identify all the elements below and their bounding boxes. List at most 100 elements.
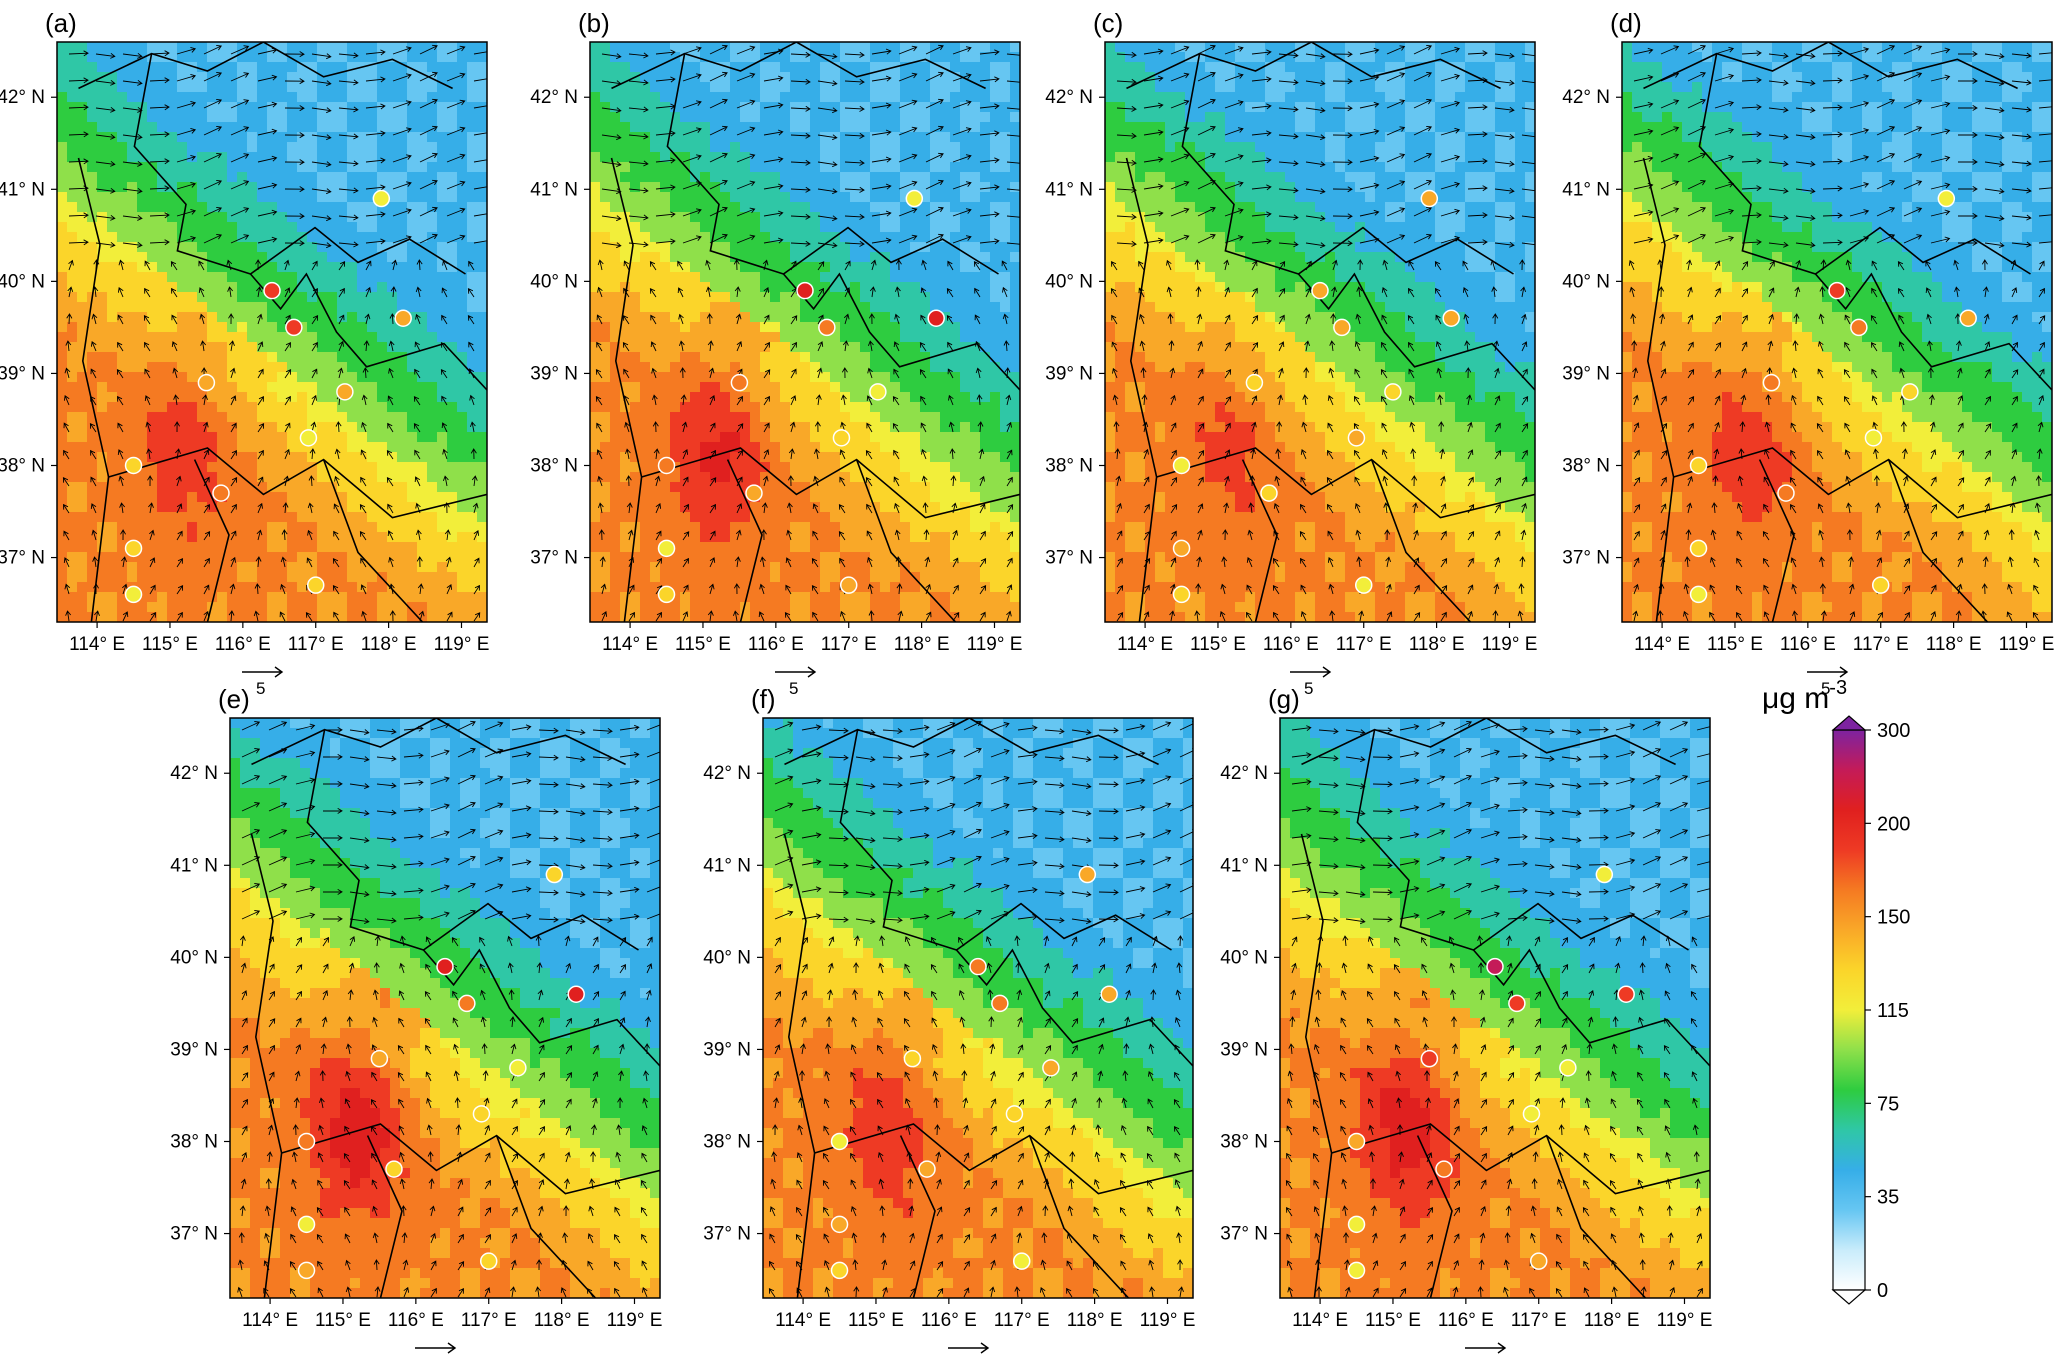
wind-vector (257, 476, 264, 487)
field-cell (740, 502, 751, 513)
field-cell (237, 242, 248, 253)
field-cell (630, 342, 641, 353)
field-cell (77, 52, 88, 63)
field-cell (57, 472, 68, 483)
wind-vector (468, 260, 475, 271)
field-cell (860, 282, 871, 293)
field-cell (700, 522, 711, 533)
field-cell (197, 42, 208, 53)
field-cell (417, 512, 428, 523)
wind-vector (444, 529, 451, 541)
field-cell (347, 152, 358, 163)
field-cell (820, 402, 831, 413)
field-cell (317, 502, 328, 513)
field-cell (880, 362, 891, 373)
field-cell (720, 52, 731, 63)
field-cell (720, 462, 731, 473)
field-cell (277, 132, 288, 143)
field-cell (850, 242, 861, 253)
field-cell (447, 322, 458, 333)
field-cell (760, 162, 771, 173)
field-cell (850, 502, 861, 513)
field-cell (307, 592, 318, 603)
field-cell (980, 452, 991, 463)
field-cell (980, 82, 991, 93)
field-cell (770, 252, 781, 263)
field-cell (77, 302, 88, 313)
field-cell (377, 142, 388, 153)
field-cell (417, 132, 428, 143)
field-cell (890, 302, 901, 313)
field-cell (760, 432, 771, 443)
field-cell (277, 262, 288, 273)
field-cell (207, 272, 218, 283)
field-cell (730, 142, 741, 153)
field-cell (980, 312, 991, 323)
field-cell (237, 462, 248, 473)
field-cell (397, 532, 408, 543)
field-cell (477, 72, 487, 83)
field-cell (467, 112, 478, 123)
field-cell (137, 472, 148, 483)
field-cell (277, 492, 288, 503)
field-cell (97, 52, 108, 63)
field-cell (77, 402, 88, 413)
field-cell (137, 162, 148, 173)
field-cell (117, 132, 128, 143)
field-cell (397, 132, 408, 143)
field-cell (740, 472, 751, 483)
field-cell (207, 482, 218, 493)
field-cell (720, 132, 731, 143)
wind-vector (446, 583, 453, 595)
field-cell (650, 342, 661, 353)
field-cell (327, 432, 338, 443)
field-cell (710, 492, 721, 503)
field-cell (650, 422, 661, 433)
field-cell (790, 302, 801, 313)
field-cell (770, 422, 781, 433)
field-cell (157, 222, 168, 233)
field-cell (157, 212, 168, 223)
field-cell (57, 282, 68, 293)
field-cell (67, 572, 78, 583)
field-cell (387, 472, 398, 483)
field-cell (157, 302, 168, 313)
field-cell (67, 72, 78, 83)
field-cell (147, 52, 158, 63)
field-cell (107, 182, 118, 193)
field-cell (1000, 212, 1011, 223)
field-cell (680, 382, 691, 393)
field-cell (920, 332, 931, 343)
wind-vector (390, 286, 397, 298)
field-cell (650, 352, 661, 363)
field-cell (750, 462, 761, 473)
field-cell (790, 462, 801, 473)
wind-vector (90, 395, 97, 406)
field-cell (690, 292, 701, 303)
field-cell (457, 422, 468, 433)
field-cell (620, 342, 631, 353)
field-cell (77, 192, 88, 203)
field-cell (920, 132, 931, 143)
wind-vector (311, 242, 332, 249)
field-cell (790, 422, 801, 433)
field-cell (157, 612, 168, 622)
field-cell (437, 512, 448, 523)
field-cell (940, 512, 951, 523)
field-cell (690, 122, 701, 133)
field-cell (417, 432, 428, 443)
field-cell (147, 192, 158, 203)
field-cell (337, 202, 348, 213)
field-cell (950, 52, 961, 63)
field-cell (67, 612, 78, 622)
field-cell (730, 522, 741, 533)
field-cell (117, 72, 128, 83)
field-cell (600, 52, 611, 63)
field-cell (990, 482, 1001, 493)
field-cell (840, 502, 851, 513)
wind-vector (176, 475, 182, 487)
field-cell (740, 352, 751, 363)
field-cell (780, 202, 791, 213)
field-cell (207, 452, 218, 463)
wind-vector (415, 529, 422, 541)
